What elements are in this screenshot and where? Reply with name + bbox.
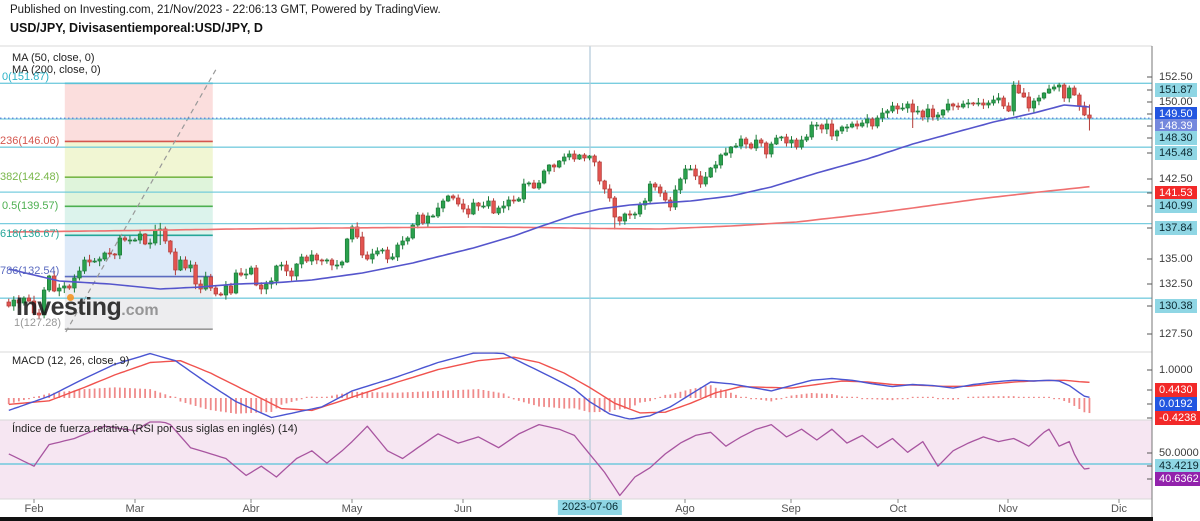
- investing-logo: Investing.com: [16, 293, 159, 322]
- price-axis-label-0.4430: 0.4430: [1155, 383, 1197, 397]
- ma200-line[interactable]: [8, 185, 1090, 233]
- time-axis-label-Dic: Dic: [1111, 503, 1127, 515]
- time-axis-label-Oct: Oct: [889, 503, 907, 515]
- ma200-legend[interactable]: MA (200, close, 0): [12, 64, 101, 76]
- candlestick-series[interactable]: [6, 80, 1092, 320]
- macd-indicator-title[interactable]: MACD (12, 26, close, 9): [12, 355, 130, 367]
- fib-level-label: 786(132.54): [0, 265, 60, 277]
- time-axis-label-Mar: Mar: [125, 503, 145, 515]
- price-axis-label-140.99: 140.99: [1155, 199, 1197, 213]
- price-axis-label-137.84: 137.84: [1155, 221, 1197, 235]
- price-axis-label-152.50: 152.50: [1159, 71, 1193, 83]
- price-axis-label-135.00: 135.00: [1159, 253, 1193, 265]
- published-line: Published on Investing.com, 21/Nov/2023 …: [10, 4, 441, 16]
- time-axis-label-May: May: [341, 503, 363, 515]
- rsi-indicator-title[interactable]: Índice de fuerza relativa (RSI por sus s…: [12, 423, 298, 435]
- price-axis-label-148.39: 148.39: [1155, 119, 1197, 133]
- logo-orange-dot-icon: [67, 294, 74, 301]
- price-axis-label-151.87: 151.87: [1155, 83, 1197, 97]
- price-axis-label-50.0000: 50.0000: [1159, 447, 1199, 459]
- time-axis-label-Ago: Ago: [675, 503, 695, 515]
- logo-suffix: .com: [121, 302, 159, 319]
- price-axis-label-40.6362: 40.6362: [1155, 472, 1200, 486]
- rsi-line[interactable]: [8, 421, 1090, 497]
- price-axis-label-145.48: 145.48: [1155, 146, 1197, 160]
- price-axis-label-0.0192: 0.0192: [1155, 397, 1197, 411]
- fib-level-label: 1(127.28): [14, 317, 62, 329]
- price-axis-label-150.00: 150.00: [1159, 96, 1193, 108]
- price-axis-label-141.53: 141.53: [1155, 186, 1197, 200]
- macd-line[interactable]: [8, 352, 1090, 420]
- macd-histogram: [7, 385, 1091, 414]
- date-marker-label: 2023-07-06: [557, 500, 623, 515]
- fib-band: [64, 276, 213, 330]
- trendline-dashed[interactable]: [65, 67, 218, 333]
- fib-level-label: 618(136.67): [0, 228, 60, 240]
- time-axis-label-Sep: Sep: [781, 503, 801, 515]
- time-axis-label-Nov: Nov: [998, 503, 1018, 515]
- bottom-black-bar: [0, 517, 1153, 521]
- price-axis-label-1.0000: 1.0000: [1159, 364, 1193, 376]
- fib-level-label: 0.5(139.57): [2, 200, 59, 212]
- price-axis-label-132.50: 132.50: [1159, 278, 1193, 290]
- time-axis-label-Feb: Feb: [24, 503, 44, 515]
- price-axis-label-149.50: 149.50: [1155, 107, 1197, 121]
- fib-level-label: 382(142.48): [0, 171, 60, 183]
- price-axis-label-43.4219: 43.4219: [1155, 459, 1200, 473]
- ma50-legend[interactable]: MA (50, close, 0): [12, 52, 95, 64]
- symbol-title: USD/JPY, Divisasentiemporeal:USD/JPY, D: [10, 21, 263, 35]
- price-axis-label-142.50: 142.50: [1159, 173, 1193, 185]
- rsi-panel-background: [0, 420, 1152, 499]
- time-axis-label-Abr: Abr: [242, 503, 260, 515]
- ma50-line[interactable]: [8, 104, 1090, 290]
- fib-level-label: 0(151.87): [2, 71, 50, 83]
- fib-level-label: 236(146.06): [0, 135, 60, 147]
- price-axis-label-127.50: 127.50: [1159, 328, 1193, 340]
- time-axis-label-Jun: Jun: [454, 503, 472, 515]
- fib-band: [64, 83, 213, 142]
- price-axis-label-148.30: 148.30: [1155, 131, 1197, 145]
- price-axis-label-130.38: 130.38: [1155, 299, 1197, 313]
- price-axis-label--0.4238: -0.4238: [1155, 411, 1200, 425]
